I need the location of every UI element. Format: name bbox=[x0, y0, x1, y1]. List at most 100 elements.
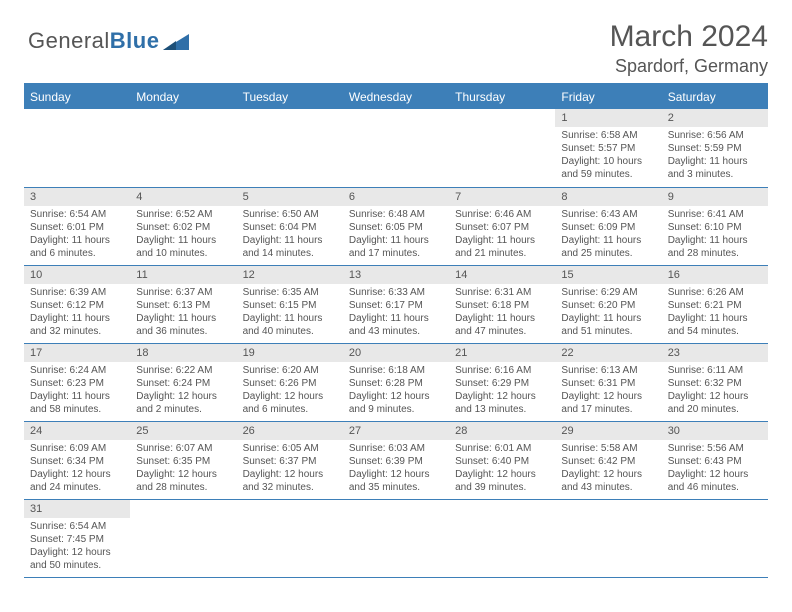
daylight-line: Daylight: 11 hours and 36 minutes. bbox=[136, 312, 230, 338]
day-details: Sunrise: 6:33 AMSunset: 6:17 PMDaylight:… bbox=[343, 284, 449, 342]
sunset-line: Sunset: 6:21 PM bbox=[668, 299, 762, 312]
sunset-line: Sunset: 5:59 PM bbox=[668, 142, 762, 155]
daylight-line: Daylight: 11 hours and 32 minutes. bbox=[30, 312, 124, 338]
day-details: Sunrise: 6:29 AMSunset: 6:20 PMDaylight:… bbox=[555, 284, 661, 342]
daylight-line: Daylight: 12 hours and 17 minutes. bbox=[561, 390, 655, 416]
day-details: Sunrise: 6:56 AMSunset: 5:59 PMDaylight:… bbox=[662, 127, 768, 185]
day-number: 24 bbox=[24, 422, 130, 440]
day-details: Sunrise: 6:18 AMSunset: 6:28 PMDaylight:… bbox=[343, 362, 449, 420]
day-details: Sunrise: 6:39 AMSunset: 6:12 PMDaylight:… bbox=[24, 284, 130, 342]
daylight-line: Daylight: 12 hours and 9 minutes. bbox=[349, 390, 443, 416]
calendar-day-cell: 14Sunrise: 6:31 AMSunset: 6:18 PMDayligh… bbox=[449, 265, 555, 343]
calendar-empty-cell bbox=[449, 109, 555, 187]
sunset-line: Sunset: 6:01 PM bbox=[30, 221, 124, 234]
sunset-line: Sunset: 6:13 PM bbox=[136, 299, 230, 312]
daylight-line: Daylight: 12 hours and 50 minutes. bbox=[30, 546, 124, 572]
sunset-line: Sunset: 6:07 PM bbox=[455, 221, 549, 234]
calendar-day-cell: 8Sunrise: 6:43 AMSunset: 6:09 PMDaylight… bbox=[555, 187, 661, 265]
sunrise-line: Sunrise: 6:07 AM bbox=[136, 442, 230, 455]
calendar-empty-cell bbox=[555, 499, 661, 577]
day-number: 5 bbox=[237, 188, 343, 206]
sunrise-line: Sunrise: 6:33 AM bbox=[349, 286, 443, 299]
daylight-line: Daylight: 11 hours and 21 minutes. bbox=[455, 234, 549, 260]
sunset-line: Sunset: 6:20 PM bbox=[561, 299, 655, 312]
sunset-line: Sunset: 6:37 PM bbox=[243, 455, 337, 468]
daylight-line: Daylight: 11 hours and 47 minutes. bbox=[455, 312, 549, 338]
daylight-line: Daylight: 11 hours and 54 minutes. bbox=[668, 312, 762, 338]
day-details: Sunrise: 6:37 AMSunset: 6:13 PMDaylight:… bbox=[130, 284, 236, 342]
calendar-day-cell: 31Sunrise: 6:54 AMSunset: 7:45 PMDayligh… bbox=[24, 499, 130, 577]
day-number: 8 bbox=[555, 188, 661, 206]
calendar-day-cell: 24Sunrise: 6:09 AMSunset: 6:34 PMDayligh… bbox=[24, 421, 130, 499]
calendar-day-cell: 10Sunrise: 6:39 AMSunset: 6:12 PMDayligh… bbox=[24, 265, 130, 343]
day-number: 7 bbox=[449, 188, 555, 206]
sunset-line: Sunset: 6:09 PM bbox=[561, 221, 655, 234]
calendar-day-cell: 25Sunrise: 6:07 AMSunset: 6:35 PMDayligh… bbox=[130, 421, 236, 499]
daylight-line: Daylight: 12 hours and 32 minutes. bbox=[243, 468, 337, 494]
sunset-line: Sunset: 5:57 PM bbox=[561, 142, 655, 155]
day-number: 29 bbox=[555, 422, 661, 440]
calendar-day-cell: 13Sunrise: 6:33 AMSunset: 6:17 PMDayligh… bbox=[343, 265, 449, 343]
calendar-week-row: 24Sunrise: 6:09 AMSunset: 6:34 PMDayligh… bbox=[24, 421, 768, 499]
day-number: 21 bbox=[449, 344, 555, 362]
sunrise-line: Sunrise: 6:37 AM bbox=[136, 286, 230, 299]
day-details: Sunrise: 6:46 AMSunset: 6:07 PMDaylight:… bbox=[449, 206, 555, 264]
day-number: 27 bbox=[343, 422, 449, 440]
calendar-day-cell: 7Sunrise: 6:46 AMSunset: 6:07 PMDaylight… bbox=[449, 187, 555, 265]
day-details: Sunrise: 6:13 AMSunset: 6:31 PMDaylight:… bbox=[555, 362, 661, 420]
calendar-day-cell: 15Sunrise: 6:29 AMSunset: 6:20 PMDayligh… bbox=[555, 265, 661, 343]
calendar-day-cell: 29Sunrise: 5:58 AMSunset: 6:42 PMDayligh… bbox=[555, 421, 661, 499]
sunset-line: Sunset: 6:17 PM bbox=[349, 299, 443, 312]
calendar-day-cell: 23Sunrise: 6:11 AMSunset: 6:32 PMDayligh… bbox=[662, 343, 768, 421]
day-details: Sunrise: 5:58 AMSunset: 6:42 PMDaylight:… bbox=[555, 440, 661, 498]
sunrise-line: Sunrise: 5:58 AM bbox=[561, 442, 655, 455]
sunset-line: Sunset: 6:24 PM bbox=[136, 377, 230, 390]
day-number: 17 bbox=[24, 344, 130, 362]
daylight-line: Daylight: 12 hours and 2 minutes. bbox=[136, 390, 230, 416]
daylight-line: Daylight: 12 hours and 46 minutes. bbox=[668, 468, 762, 494]
day-details: Sunrise: 6:07 AMSunset: 6:35 PMDaylight:… bbox=[130, 440, 236, 498]
daylight-line: Daylight: 12 hours and 13 minutes. bbox=[455, 390, 549, 416]
calendar-day-cell: 26Sunrise: 6:05 AMSunset: 6:37 PMDayligh… bbox=[237, 421, 343, 499]
sunset-line: Sunset: 6:18 PM bbox=[455, 299, 549, 312]
sunrise-line: Sunrise: 6:31 AM bbox=[455, 286, 549, 299]
sunset-line: Sunset: 6:26 PM bbox=[243, 377, 337, 390]
calendar-header-row: Sunday Monday Tuesday Wednesday Thursday… bbox=[24, 85, 768, 109]
daylight-line: Daylight: 11 hours and 43 minutes. bbox=[349, 312, 443, 338]
day-details: Sunrise: 6:20 AMSunset: 6:26 PMDaylight:… bbox=[237, 362, 343, 420]
day-number: 15 bbox=[555, 266, 661, 284]
sunset-line: Sunset: 6:39 PM bbox=[349, 455, 443, 468]
day-number: 20 bbox=[343, 344, 449, 362]
calendar-day-cell: 6Sunrise: 6:48 AMSunset: 6:05 PMDaylight… bbox=[343, 187, 449, 265]
daylight-line: Daylight: 12 hours and 35 minutes. bbox=[349, 468, 443, 494]
sunset-line: Sunset: 6:12 PM bbox=[30, 299, 124, 312]
sunrise-line: Sunrise: 6:52 AM bbox=[136, 208, 230, 221]
calendar-day-cell: 3Sunrise: 6:54 AMSunset: 6:01 PMDaylight… bbox=[24, 187, 130, 265]
sunrise-line: Sunrise: 5:56 AM bbox=[668, 442, 762, 455]
calendar-empty-cell bbox=[24, 109, 130, 187]
calendar-day-cell: 19Sunrise: 6:20 AMSunset: 6:26 PMDayligh… bbox=[237, 343, 343, 421]
daylight-line: Daylight: 11 hours and 58 minutes. bbox=[30, 390, 124, 416]
day-details: Sunrise: 6:22 AMSunset: 6:24 PMDaylight:… bbox=[130, 362, 236, 420]
day-number: 13 bbox=[343, 266, 449, 284]
sunrise-line: Sunrise: 6:50 AM bbox=[243, 208, 337, 221]
calendar-day-cell: 22Sunrise: 6:13 AMSunset: 6:31 PMDayligh… bbox=[555, 343, 661, 421]
calendar-day-cell: 20Sunrise: 6:18 AMSunset: 6:28 PMDayligh… bbox=[343, 343, 449, 421]
day-number: 16 bbox=[662, 266, 768, 284]
logo-text: GeneralBlue bbox=[28, 28, 159, 54]
dayname-thu: Thursday bbox=[449, 85, 555, 109]
dayname-wed: Wednesday bbox=[343, 85, 449, 109]
day-number: 25 bbox=[130, 422, 236, 440]
sunrise-line: Sunrise: 6:22 AM bbox=[136, 364, 230, 377]
day-number: 12 bbox=[237, 266, 343, 284]
logo-word1: General bbox=[28, 28, 110, 53]
calendar-week-row: 1Sunrise: 6:58 AMSunset: 5:57 PMDaylight… bbox=[24, 109, 768, 187]
calendar-day-cell: 30Sunrise: 5:56 AMSunset: 6:43 PMDayligh… bbox=[662, 421, 768, 499]
daylight-line: Daylight: 12 hours and 39 minutes. bbox=[455, 468, 549, 494]
calendar-week-row: 31Sunrise: 6:54 AMSunset: 7:45 PMDayligh… bbox=[24, 499, 768, 577]
sunrise-line: Sunrise: 6:58 AM bbox=[561, 129, 655, 142]
dayname-fri: Friday bbox=[555, 85, 661, 109]
day-details: Sunrise: 6:52 AMSunset: 6:02 PMDaylight:… bbox=[130, 206, 236, 264]
dayname-tue: Tuesday bbox=[237, 85, 343, 109]
sunset-line: Sunset: 6:42 PM bbox=[561, 455, 655, 468]
